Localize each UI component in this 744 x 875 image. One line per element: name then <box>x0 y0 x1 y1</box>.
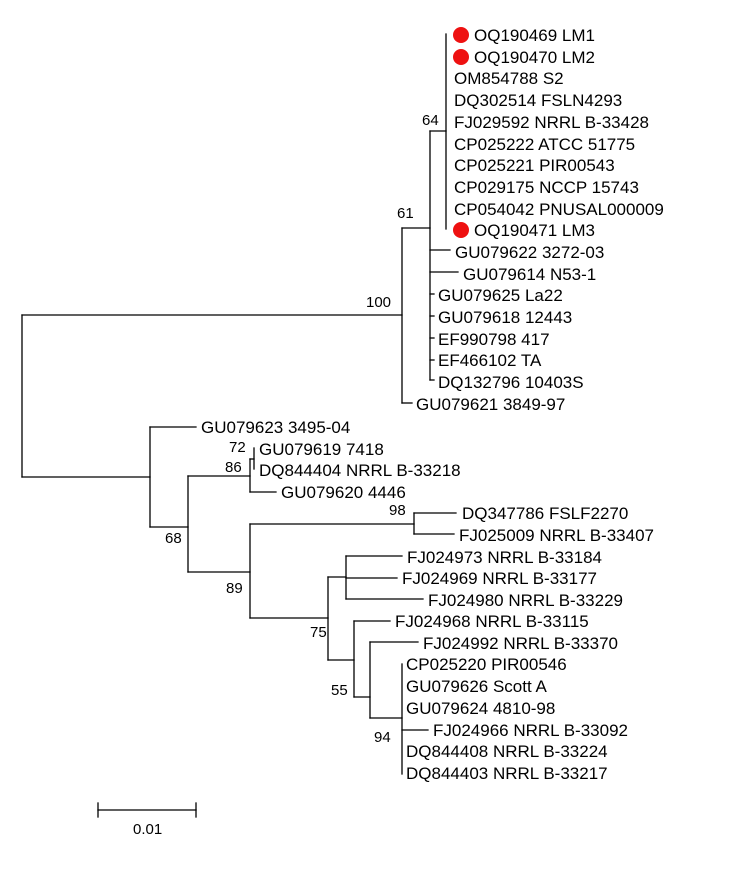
taxon-label: GU079614 N53-1 <box>463 265 596 284</box>
bootstrap-value: 89 <box>226 580 243 597</box>
taxon-label: GU079623 3495-04 <box>201 418 350 437</box>
bootstrap-value: 86 <box>225 459 242 476</box>
scale-bar: 0.01 <box>97 802 197 838</box>
taxon-label: FJ024973 NRRL B-33184 <box>407 548 602 567</box>
taxon-label: CP025222 ATCC 51775 <box>454 135 635 154</box>
bootstrap-value: 100 <box>366 294 391 311</box>
taxon-label: DQ347786 FSLF2270 <box>462 504 628 523</box>
taxon-label: FJ024980 NRRL B-33229 <box>428 591 623 610</box>
taxon-label: CP054042 PNUSAL000009 <box>454 200 664 219</box>
taxon-label: GU079626 Scott A <box>406 677 547 696</box>
bootstrap-value: 55 <box>331 682 348 699</box>
bootstrap-value: 64 <box>422 112 439 129</box>
bootstrap-values: 64 61 100 72 86 98 68 89 75 55 94 <box>165 112 439 746</box>
taxon-label: FJ024966 NRRL B-33092 <box>433 721 628 740</box>
bootstrap-value: 61 <box>397 205 414 222</box>
highlight-marker-icon <box>453 222 469 238</box>
taxon-label: GU079618 12443 <box>438 308 572 327</box>
scale-bar-label: 0.01 <box>133 821 162 838</box>
taxon-label: FJ029592 NRRL B-33428 <box>454 113 649 132</box>
taxon-label: CP025221 PIR00543 <box>454 156 615 175</box>
taxon-label: OQ190469 LM1 <box>474 26 595 45</box>
taxon-label: EF466102 TA <box>438 351 542 370</box>
taxon-label: FJ024968 NRRL B-33115 <box>395 612 589 631</box>
taxon-label: FJ025009 NRRL B-33407 <box>459 526 654 545</box>
bootstrap-value: 75 <box>310 624 327 641</box>
bootstrap-value: 98 <box>389 502 406 519</box>
bootstrap-value: 68 <box>165 530 182 547</box>
taxon-label: FJ024992 NRRL B-33370 <box>423 634 618 653</box>
taxon-label: DQ844404 NRRL B-33218 <box>259 461 461 480</box>
taxon-label: CP029175 NCCP 15743 <box>454 178 639 197</box>
highlight-marker-icon <box>453 27 469 43</box>
taxon-label: OQ190470 LM2 <box>474 48 595 67</box>
taxon-label: DQ844408 NRRL B-33224 <box>406 742 608 761</box>
taxon-label: GU079625 La22 <box>438 286 563 305</box>
taxon-label: DQ844403 NRRL B-33217 <box>406 764 608 783</box>
taxon-label: DQ302514 FSLN4293 <box>454 91 622 110</box>
taxon-label: GU079621 3849-97 <box>416 395 565 414</box>
taxon-label: GU079619 7418 <box>259 440 384 459</box>
highlight-markers <box>453 27 469 238</box>
highlight-marker-icon <box>453 49 469 65</box>
taxon-labels: OQ190469 LM1 OQ190470 LM2 OM854788 S2 DQ… <box>201 26 664 783</box>
bootstrap-value: 72 <box>229 439 246 456</box>
bootstrap-value: 94 <box>374 729 391 746</box>
taxon-label: GU079620 4446 <box>281 483 406 502</box>
taxon-label: GU079622 3272-03 <box>455 243 604 262</box>
tree-branches <box>21 33 459 775</box>
taxon-label: OM854788 S2 <box>454 69 564 88</box>
taxon-label: FJ024969 NRRL B-33177 <box>402 569 597 588</box>
taxon-label: GU079624 4810-98 <box>406 699 555 718</box>
taxon-label: EF990798 417 <box>438 330 550 349</box>
taxon-label: CP025220 PIR00546 <box>406 655 567 674</box>
taxon-label: OQ190471 LM3 <box>474 221 595 240</box>
taxon-label: DQ132796 10403S <box>438 373 584 392</box>
